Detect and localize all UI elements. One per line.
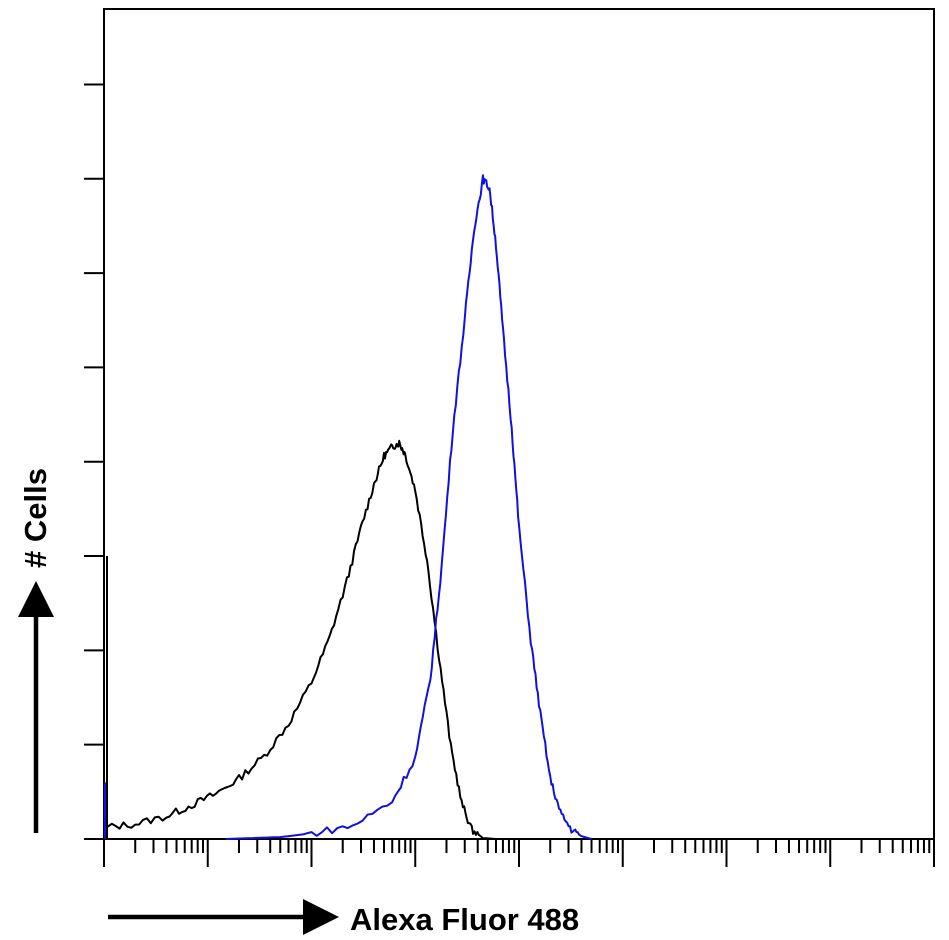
y-axis-ticks [84, 83, 104, 840]
series-line-black [103, 439, 497, 840]
x-axis-label: Alexa Fluor 488 [350, 902, 579, 937]
series-line-blue [225, 174, 592, 840]
series-group [103, 174, 592, 840]
x-axis-ticks [103, 839, 935, 867]
plot-frame [103, 8, 935, 840]
y-axis-label: # Cells [18, 468, 53, 568]
